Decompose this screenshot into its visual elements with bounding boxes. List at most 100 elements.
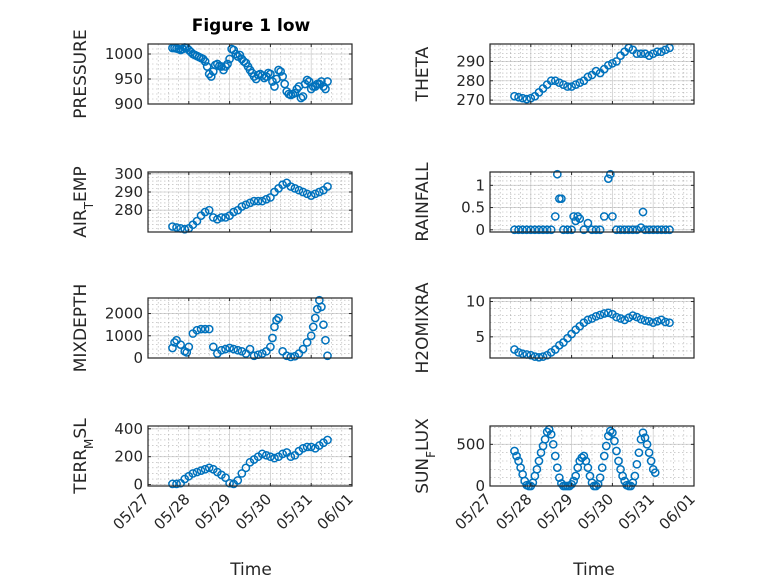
y-axis-label: RAINFALL <box>413 162 433 242</box>
data-point <box>567 225 576 235</box>
data-point <box>599 212 609 221</box>
y-tick-label: 1000 <box>105 327 143 345</box>
subplot-mixdepth: 0 1000 2000 MIXDEPTH <box>71 284 353 372</box>
data-point <box>648 49 658 59</box>
data-point <box>178 44 188 54</box>
y-tick-label: 10 <box>466 293 485 311</box>
data-point <box>229 344 239 354</box>
data-point <box>286 352 296 362</box>
data-point <box>204 324 214 334</box>
data-point <box>661 45 670 55</box>
data-point <box>661 225 670 235</box>
x-axis-label-right: Time <box>572 560 615 580</box>
data-point <box>569 476 578 486</box>
x-tick-label: 05/31 <box>273 490 316 533</box>
data-point <box>200 324 210 334</box>
data-point <box>514 348 523 357</box>
y-axis-label: PRESSURE <box>71 29 91 118</box>
data-point <box>550 212 560 221</box>
data-point <box>603 60 613 70</box>
data-point <box>526 350 536 360</box>
data-point <box>266 69 275 79</box>
data-point <box>261 450 271 460</box>
data-point <box>276 67 285 76</box>
data-point <box>571 471 581 481</box>
y-tick-label: 280 <box>114 201 143 219</box>
y-axis-label: AIRTEMP <box>71 166 96 237</box>
data-point <box>634 448 644 458</box>
subplot-pressure: 900 950 1000 PRESSURE <box>71 29 353 119</box>
data-point <box>618 471 627 481</box>
data-point <box>510 91 519 101</box>
data-point <box>286 452 296 462</box>
x-tick-label: 05/29 <box>191 490 234 533</box>
y-tick-label: 0 <box>133 476 143 494</box>
data-point <box>616 314 625 323</box>
data-point <box>648 225 658 235</box>
data-point <box>610 436 619 446</box>
data-point <box>278 449 287 459</box>
data-point <box>603 174 613 184</box>
data-point <box>302 75 312 85</box>
data-point <box>270 82 279 91</box>
x-tick-label: 05/30 <box>232 490 275 533</box>
data-point <box>319 320 328 330</box>
data-point <box>640 316 650 325</box>
data-point <box>200 464 210 474</box>
data-point <box>188 469 198 478</box>
y-tick-label: 0 <box>475 221 485 239</box>
data-point <box>518 93 527 103</box>
data-point <box>628 311 638 320</box>
data-point <box>198 54 208 64</box>
axes-background <box>490 298 694 358</box>
data-point <box>192 216 202 226</box>
data-point <box>206 72 216 81</box>
data-point <box>579 225 589 235</box>
data-point <box>601 441 611 451</box>
data-point <box>225 478 234 488</box>
data-point <box>202 62 212 71</box>
data-point <box>217 345 226 355</box>
x-tick-label: 06/01 <box>656 490 699 533</box>
data-point <box>532 464 542 474</box>
data-point <box>176 340 185 350</box>
data-point <box>245 344 255 354</box>
data-point <box>612 312 621 322</box>
data-point <box>168 343 177 353</box>
data-point <box>225 343 234 353</box>
data-point <box>614 456 623 466</box>
data-point <box>642 439 652 449</box>
data-point <box>261 194 271 204</box>
data-point <box>526 225 536 235</box>
data-point <box>518 349 527 359</box>
data-point <box>606 169 615 179</box>
data-point <box>302 338 312 347</box>
y-tick-label: 0 <box>475 477 485 495</box>
data-point <box>249 196 259 206</box>
data-point <box>644 448 654 458</box>
y-tick-label: 0.5 <box>461 199 485 217</box>
data-point <box>665 318 674 328</box>
data-point <box>302 442 312 452</box>
data-point <box>648 318 658 328</box>
data-point <box>559 225 568 235</box>
data-point <box>184 342 194 352</box>
data-point <box>638 207 648 217</box>
data-point <box>172 223 181 232</box>
data-point <box>272 315 281 325</box>
data-point <box>608 212 617 221</box>
data-point <box>274 65 283 75</box>
data-point <box>587 225 597 235</box>
data-point <box>638 428 648 438</box>
data-point <box>321 84 330 94</box>
data-point <box>208 342 218 352</box>
data-point <box>630 471 640 481</box>
data-point <box>573 212 583 221</box>
data-point <box>579 451 589 461</box>
data-point <box>200 207 210 217</box>
data-point <box>567 82 576 91</box>
data-point <box>557 194 566 204</box>
